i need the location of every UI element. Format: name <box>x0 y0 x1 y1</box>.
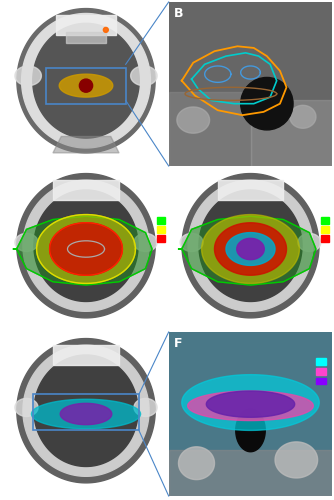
Bar <box>321 217 329 224</box>
Bar <box>33 394 139 430</box>
Polygon shape <box>15 234 38 252</box>
Text: D: D <box>174 172 184 185</box>
Polygon shape <box>226 232 275 266</box>
Polygon shape <box>199 190 302 302</box>
Text: C: C <box>8 172 17 185</box>
Polygon shape <box>236 409 265 452</box>
Polygon shape <box>23 345 149 476</box>
Polygon shape <box>178 447 214 480</box>
Bar <box>157 235 165 242</box>
Text: F: F <box>174 337 182 350</box>
Polygon shape <box>169 332 332 496</box>
Polygon shape <box>206 391 295 417</box>
Polygon shape <box>33 24 139 138</box>
Polygon shape <box>169 450 332 496</box>
Bar <box>157 217 165 224</box>
Polygon shape <box>134 398 157 416</box>
Polygon shape <box>66 32 106 43</box>
Polygon shape <box>188 391 313 420</box>
Bar <box>316 368 326 374</box>
Polygon shape <box>218 180 283 200</box>
Polygon shape <box>131 66 157 86</box>
Polygon shape <box>23 180 149 312</box>
Circle shape <box>79 79 93 92</box>
Circle shape <box>103 28 108 32</box>
Bar <box>321 226 329 234</box>
Text: B: B <box>174 7 183 20</box>
Polygon shape <box>298 234 321 252</box>
Polygon shape <box>13 216 152 285</box>
Polygon shape <box>201 214 300 284</box>
Polygon shape <box>290 106 316 128</box>
Bar <box>321 235 329 242</box>
Bar <box>46 68 126 104</box>
Polygon shape <box>182 174 319 318</box>
Polygon shape <box>53 345 119 365</box>
Circle shape <box>241 78 293 130</box>
Polygon shape <box>15 398 38 416</box>
Polygon shape <box>182 374 319 430</box>
Polygon shape <box>15 66 41 86</box>
Polygon shape <box>34 190 138 302</box>
Polygon shape <box>237 238 264 260</box>
Polygon shape <box>250 100 332 166</box>
Polygon shape <box>17 8 155 153</box>
Polygon shape <box>169 92 250 166</box>
Polygon shape <box>214 223 287 275</box>
Text: E: E <box>8 337 17 350</box>
Text: A: A <box>8 7 18 20</box>
Polygon shape <box>169 2 332 166</box>
Bar <box>316 378 326 384</box>
Polygon shape <box>60 404 112 424</box>
Polygon shape <box>59 74 113 97</box>
Polygon shape <box>56 15 116 35</box>
Polygon shape <box>31 399 141 429</box>
Polygon shape <box>188 180 313 312</box>
Polygon shape <box>50 223 122 275</box>
Polygon shape <box>180 234 203 252</box>
Bar <box>316 358 326 365</box>
Polygon shape <box>17 338 155 483</box>
Bar <box>157 226 165 234</box>
Polygon shape <box>275 442 318 478</box>
Polygon shape <box>34 355 138 467</box>
Polygon shape <box>53 180 119 200</box>
Polygon shape <box>22 14 150 148</box>
Polygon shape <box>37 214 136 284</box>
Polygon shape <box>17 174 155 318</box>
Polygon shape <box>177 107 210 133</box>
Polygon shape <box>134 234 157 252</box>
Polygon shape <box>178 216 316 285</box>
Polygon shape <box>53 136 119 153</box>
